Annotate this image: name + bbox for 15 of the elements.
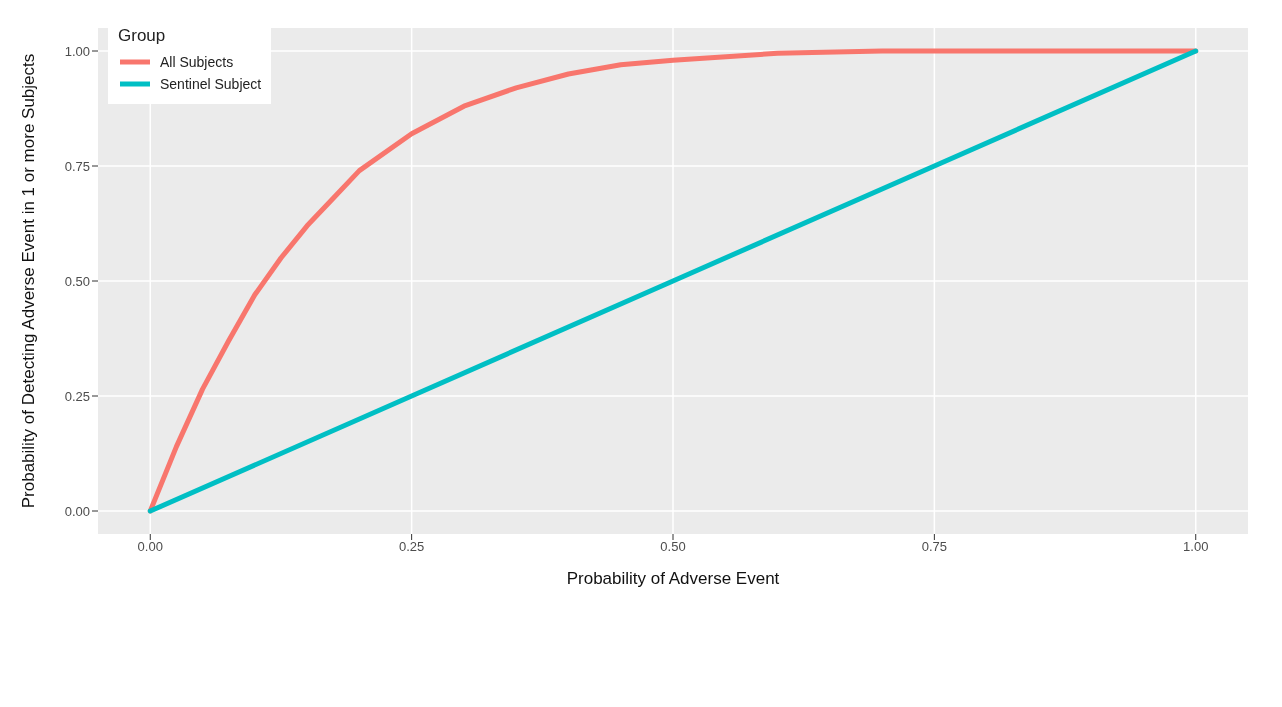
y-tick-label: 0.50 bbox=[64, 273, 90, 289]
y-tick-label: 0.00 bbox=[64, 503, 90, 519]
legend-label: Sentinel Subject bbox=[160, 76, 262, 92]
y-axis-title: Probability of Detecting Adverse Event in 1 or more Subjects bbox=[19, 53, 39, 509]
y-tick-label: 1.00 bbox=[64, 43, 90, 59]
x-tick-label: 0.25 bbox=[398, 539, 425, 555]
legend-label: All Subjects bbox=[160, 54, 234, 70]
x-axis-title: Probability of Adverse Event bbox=[566, 569, 780, 588]
x-tick-label: 0.75 bbox=[921, 539, 948, 555]
y-tick-label: 0.25 bbox=[64, 388, 90, 404]
y-tick-label: 0.75 bbox=[64, 158, 90, 174]
x-tick-label: 0.00 bbox=[137, 539, 163, 555]
x-tick-label: 0.50 bbox=[660, 539, 686, 555]
x-tick-label: 1.00 bbox=[1183, 539, 1209, 555]
legend-title: Group bbox=[118, 26, 167, 46]
